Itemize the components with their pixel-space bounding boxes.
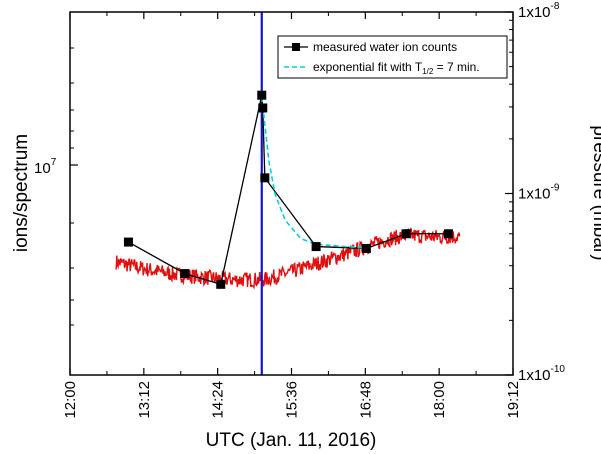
- legend-label-fit: exponential fit with T1/2 = 7 min.: [313, 60, 480, 76]
- y-right-tick-label: 1x10-9: [518, 183, 560, 203]
- x-tick-label: 16:48: [357, 381, 374, 419]
- x-tick-label: 18:00: [431, 381, 448, 419]
- y-right-tick-label: 1x10-10: [518, 364, 565, 384]
- legend-box: [277, 35, 508, 79]
- x-tick-label: 12:00: [62, 381, 79, 419]
- y-left-axis-title: ions/spectrum: [11, 134, 32, 252]
- y-right-tick-exp: -10: [551, 364, 566, 375]
- measured-point: [180, 269, 190, 279]
- y-right-tick-base: 1x10: [518, 186, 551, 203]
- measured-point: [123, 237, 133, 247]
- measured-point: [257, 90, 267, 100]
- measured-point: [311, 242, 321, 252]
- legend-label-measured: measured water ion counts: [313, 40, 457, 54]
- x-axis: 12:00 13:12 14:24 15:36 16:48 18:00 19:12: [62, 12, 522, 419]
- y-left-tick-base: 10: [34, 160, 51, 177]
- y-left-axis: 107: [34, 47, 78, 326]
- y-left-tick-label: 107: [34, 157, 57, 177]
- measured-point: [216, 279, 226, 289]
- legend: measured water ion counts exponential fi…: [277, 35, 508, 79]
- legend-fit-sub: 1/2: [422, 67, 434, 76]
- y-right-tick-base: 1x10: [518, 367, 551, 384]
- y-right-axis-title: pressure (mbar): [589, 125, 601, 260]
- x-tick-label: 19:12: [505, 381, 522, 419]
- legend-fit-prefix: exponential fit with T: [313, 60, 423, 74]
- y-right-tick-exp: -8: [551, 1, 560, 12]
- measured-point: [401, 229, 411, 239]
- y-left-tick-exp: 7: [51, 157, 57, 168]
- measured-point: [260, 173, 270, 183]
- y-right-tick-exp: -9: [551, 183, 560, 194]
- x-axis-title: UTC (Jan. 11, 2016): [206, 430, 377, 451]
- measured-line: [128, 95, 449, 286]
- fit-line: [260, 96, 367, 249]
- y-right-tick-base: 1x10: [518, 4, 551, 21]
- x-tick-label: 15:36: [284, 381, 301, 419]
- measured-point: [361, 243, 371, 253]
- plot-area: [115, 12, 461, 375]
- measured-point: [443, 229, 453, 239]
- x-tick-label: 14:24: [210, 381, 227, 419]
- legend-marker-square: [292, 43, 300, 51]
- legend-fit-suffix: = 7 min.: [433, 60, 479, 74]
- x-tick-label: 13:12: [136, 381, 153, 419]
- measured-point: [258, 103, 268, 113]
- y-right-tick-label: 1x10-8: [518, 1, 560, 21]
